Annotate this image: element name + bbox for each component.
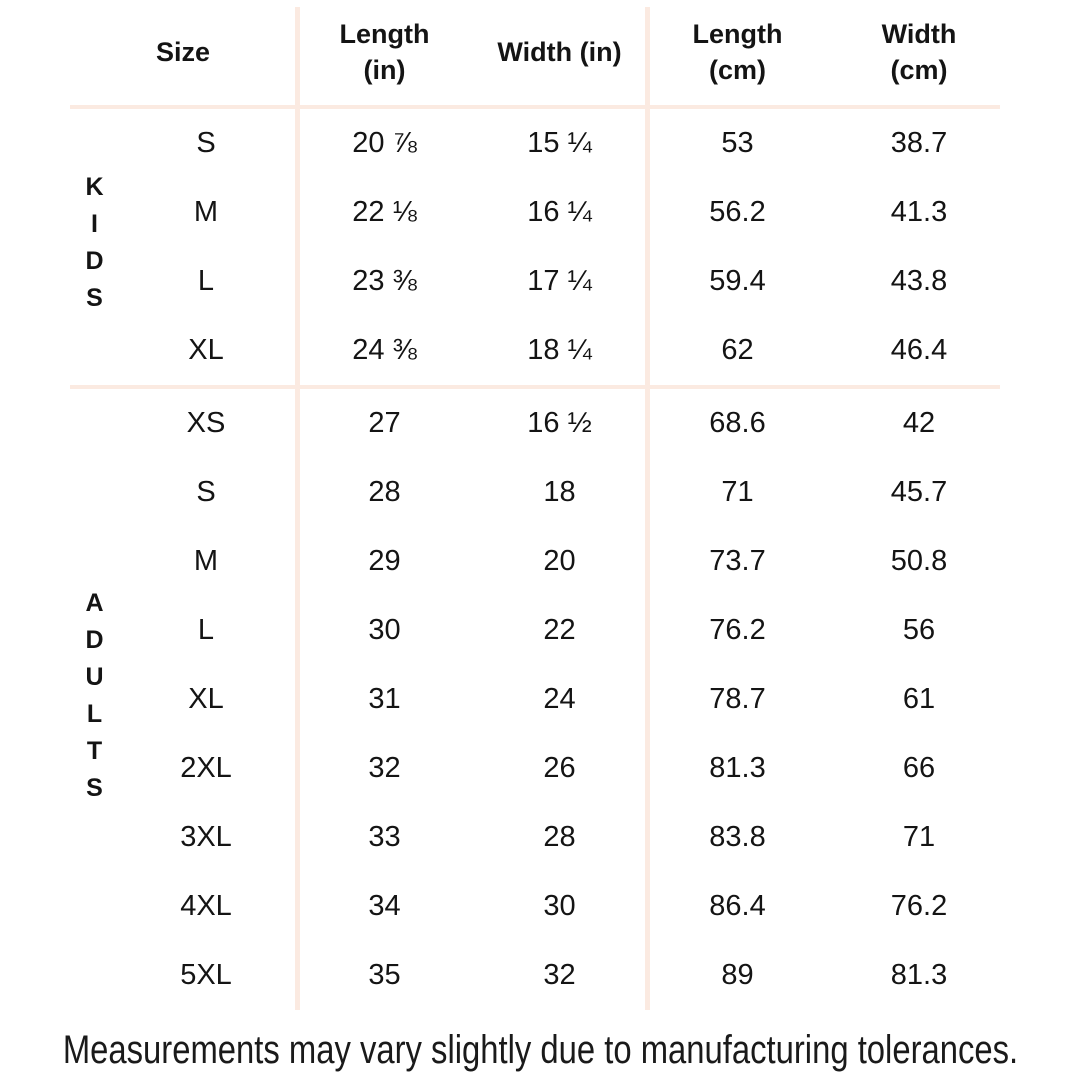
width-cm-cell: 71 (902, 821, 936, 854)
length-in-cell: 22 ⅛ (352, 196, 417, 229)
vertical-divider-1 (295, 7, 300, 1010)
header-divider (70, 105, 1000, 109)
width-cm-cell: 76.2 (890, 890, 948, 923)
length-in-cell: 23 ⅜ (352, 265, 417, 298)
length-in-cell: 31 (368, 683, 401, 716)
length-in-cell: 34 (368, 890, 401, 923)
length-cm-cell: 53 (721, 127, 754, 160)
width-in-cell: 15 ¼ (527, 127, 592, 160)
width-in-cell: 30 (543, 890, 576, 923)
width-cm-cell: 81.3 (890, 959, 948, 992)
width-cm-cell: 46.4 (890, 334, 948, 367)
width-cm-cell: 56 (902, 614, 936, 647)
width-cm-cell: 66 (902, 752, 936, 785)
length-in-cell: 28 (368, 476, 401, 509)
size-cell: L (197, 265, 215, 298)
width-in-cell: 24 (543, 683, 576, 716)
adults-group-label: ADULTS (0, 389, 115, 1010)
length-in-cell: 33 (368, 821, 401, 854)
width-in-cell: 16 ½ (527, 407, 592, 440)
footer: Measurements may vary slightly due to ma… (0, 1020, 1080, 1080)
width-cm-cell: 61 (902, 683, 936, 716)
size-cell: 4XL (180, 890, 232, 923)
width-cm-cell: 38.7 (890, 127, 948, 160)
adults-group-label-text: ADULTS (80, 588, 109, 811)
width-cm-cell: 41.3 (890, 196, 948, 229)
length-cm-cell: 89 (721, 959, 754, 992)
width-in-cell: 28 (543, 821, 576, 854)
adults-section: ADULTS XS 27 16 ½ 68.6 42 S 28 18 71 45.… (0, 389, 1010, 1010)
width-cm-cell: 43.8 (890, 265, 948, 298)
kids-adults-divider (70, 385, 1000, 389)
size-cell: XL (188, 683, 224, 716)
size-cell: M (193, 196, 219, 229)
size-cell: 2XL (180, 752, 232, 785)
tolerance-note: Measurements may vary slightly due to ma… (62, 1027, 1018, 1072)
length-in-cell: 32 (368, 752, 401, 785)
size-cell: S (196, 476, 216, 509)
size-cell: 5XL (180, 959, 232, 992)
kids-group-label: KIDS (0, 109, 115, 385)
length-in-cell: 24 ⅜ (352, 334, 417, 367)
width-in-cell: 22 (543, 614, 576, 647)
length-cm-cell: 83.8 (709, 821, 766, 854)
kids-group-label-text: KIDS (80, 173, 109, 321)
length-cm-cell: 86.4 (709, 890, 766, 923)
width-in-cell: 18 (543, 476, 576, 509)
length-in-cell: 30 (368, 614, 401, 647)
header-width-cm: Width (cm) (881, 19, 957, 85)
length-in-cell: 27 (368, 407, 401, 440)
length-in-cell: 29 (368, 545, 401, 578)
length-cm-cell: 56.2 (709, 196, 766, 229)
length-cm-cell: 81.3 (709, 752, 766, 785)
width-in-cell: 26 (543, 752, 576, 785)
length-in-cell: 20 ⅞ (352, 127, 417, 160)
length-cm-cell: 76.2 (709, 614, 766, 647)
width-in-cell: 20 (543, 545, 576, 578)
size-cell: XS (186, 407, 226, 440)
size-cell: XL (188, 334, 224, 367)
width-in-cell: 16 ¼ (527, 196, 592, 229)
length-cm-cell: 59.4 (709, 265, 766, 298)
header-width-in: Width (in) (497, 36, 622, 67)
table-header: Size Length (in) Width (in) Length (cm) … (0, 0, 1010, 105)
width-in-cell: 17 ¼ (527, 265, 592, 298)
header-spacer (0, 0, 115, 105)
width-in-cell: 32 (543, 959, 576, 992)
length-cm-cell: 78.7 (709, 683, 766, 716)
width-cm-cell: 50.8 (890, 545, 948, 578)
width-in-cell: 18 ¼ (527, 334, 592, 367)
vertical-divider-2 (645, 7, 650, 1010)
length-cm-cell: 73.7 (709, 545, 766, 578)
size-cell: M (193, 545, 219, 578)
size-cell: S (196, 127, 216, 160)
header-size: Size (155, 36, 211, 67)
width-cm-cell: 42 (902, 407, 936, 440)
size-cell: L (197, 614, 215, 647)
width-cm-cell: 45.7 (890, 476, 948, 509)
kids-section: KIDS S 20 ⅞ 15 ¼ 53 38.7 M 22 ⅛ 16 ¼ 56.… (0, 109, 1010, 385)
header-length-cm: Length (cm) (692, 19, 783, 85)
length-cm-cell: 68.6 (709, 407, 766, 440)
length-in-cell: 35 (368, 959, 401, 992)
header-length-in: Length (in) (339, 19, 430, 85)
length-cm-cell: 62 (721, 334, 754, 367)
size-cell: 3XL (180, 821, 232, 854)
length-cm-cell: 71 (721, 476, 754, 509)
